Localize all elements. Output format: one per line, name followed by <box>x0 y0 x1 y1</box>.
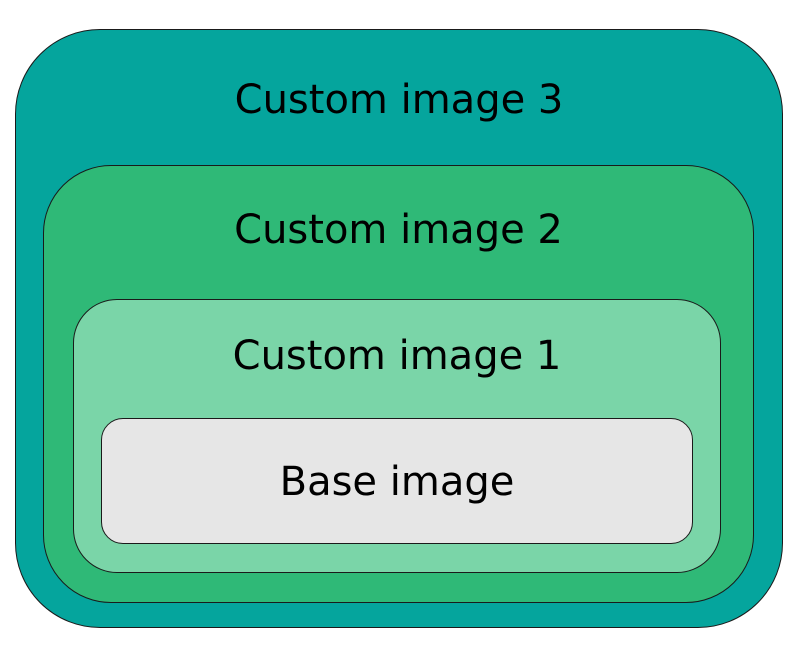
custom-image-2-layer: Custom image 2 Custom image 1 Base image <box>43 165 754 603</box>
custom-image-1-layer: Custom image 1 Base image <box>73 299 721 573</box>
custom-image-1-label: Custom image 1 <box>232 333 562 379</box>
custom-image-3-layer: Custom image 3 Custom image 2 Custom ima… <box>15 29 783 628</box>
base-image-layer: Base image <box>101 418 693 544</box>
base-image-label: Base image <box>279 459 515 505</box>
custom-image-2-label: Custom image 2 <box>234 207 563 253</box>
custom-image-3-label: Custom image 3 <box>234 77 564 123</box>
